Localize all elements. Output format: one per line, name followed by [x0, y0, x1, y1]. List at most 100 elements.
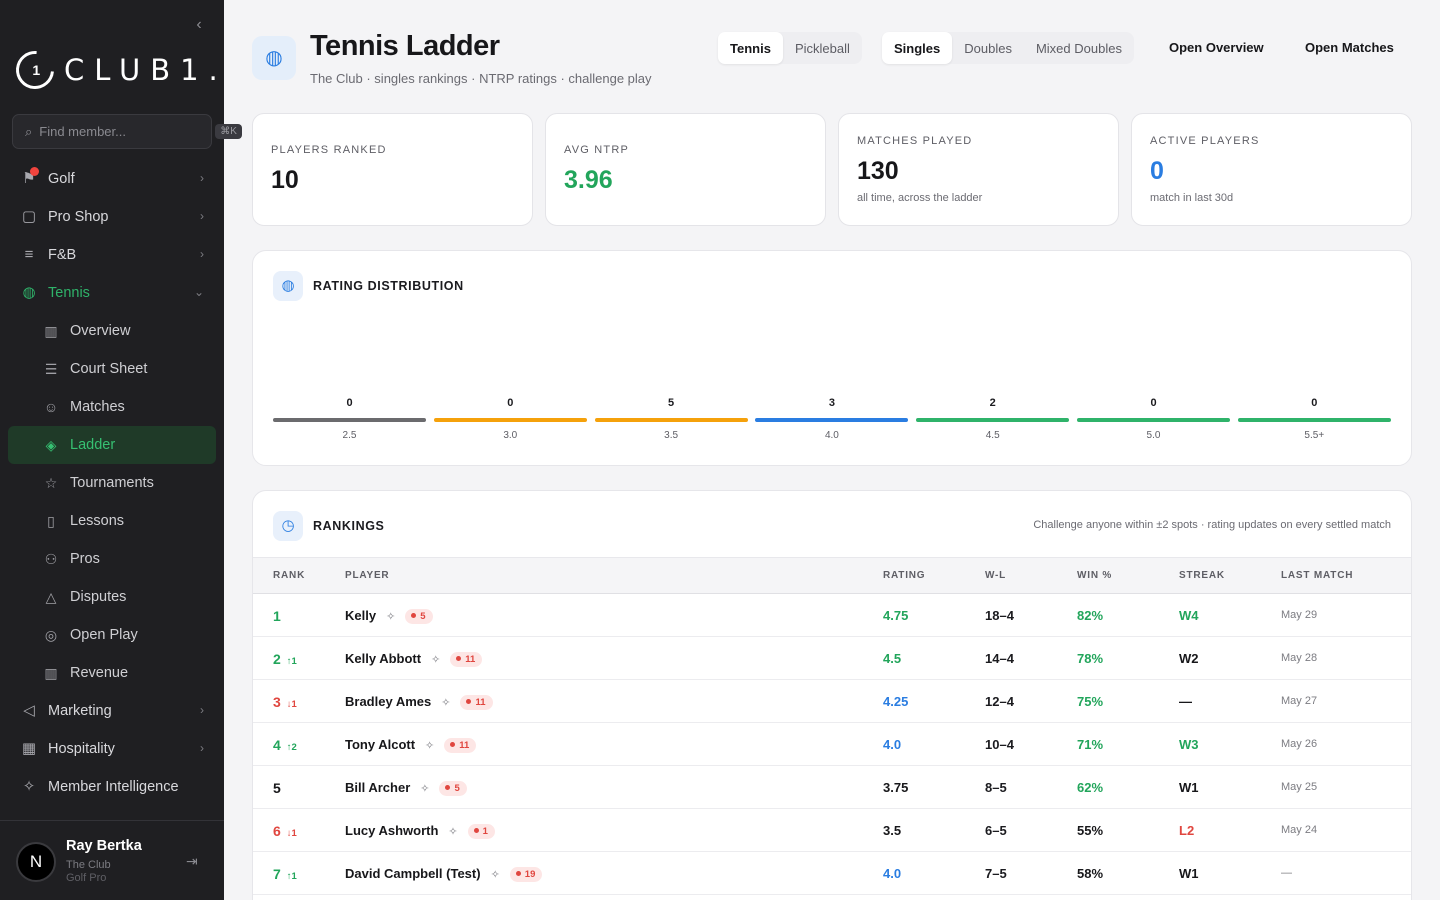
- rank-cell: 1: [273, 608, 281, 624]
- streak-cell: L2: [1179, 823, 1195, 838]
- player-name[interactable]: Bradley Ames: [345, 694, 432, 709]
- sidebar-item-matches[interactable]: ☺ Matches: [8, 388, 216, 426]
- player-cell: Bradley Ames ✧ 11: [345, 694, 493, 710]
- rank-cell: 2 ↑1: [273, 651, 297, 667]
- check-circle-icon: ◎: [44, 627, 58, 643]
- sidebar-item-lessons[interactable]: ▯ Lessons: [8, 502, 216, 540]
- sidebar-item-label: Lessons: [70, 513, 125, 529]
- sidebar-item-pro-shop[interactable]: ▢ Pro Shop ›: [8, 198, 216, 236]
- tab-tennis[interactable]: Tennis: [718, 32, 783, 64]
- badge-dot: [473, 828, 479, 833]
- rankings-note: Challenge anyone within ±2 spots · ratin…: [1033, 519, 1391, 531]
- sidebar-item-member-intelligence[interactable]: ✧ Member Intelligence: [8, 768, 216, 806]
- sidebar-item-f-b[interactable]: ≡ F&B ›: [8, 236, 216, 274]
- bin-label: 2.5: [342, 430, 357, 441]
- sidebar-item-label: Tennis: [48, 285, 90, 301]
- distribution-bin: 0 2.5: [273, 397, 426, 441]
- col-rating[interactable]: RATING: [883, 570, 926, 581]
- table-row[interactable]: 5 Bill Archer ✧ 5 3.75 8–5 62% W1 May 25: [253, 766, 1411, 809]
- bin-count: 0: [346, 397, 353, 409]
- sidebar-item-label: F&B: [48, 247, 77, 263]
- card-title: RANKINGS: [313, 519, 385, 533]
- sidebar-item-label: Member Intelligence: [48, 779, 179, 795]
- bar-chart-icon: ▥: [44, 323, 58, 339]
- col-streak[interactable]: STREAK: [1179, 570, 1225, 581]
- main-content: ◍ Tennis Ladder The Club · singles ranki…: [224, 0, 1440, 900]
- challenge-icon[interactable]: ✧: [441, 697, 451, 709]
- sidebar-item-ladder[interactable]: ◈ Ladder: [8, 426, 216, 464]
- distribution-bin: 0 3.0: [433, 397, 587, 441]
- tab-pickleball[interactable]: Pickleball: [794, 40, 850, 56]
- challenge-icon[interactable]: ✧: [448, 826, 458, 838]
- win-pct-cell: 71%: [1077, 737, 1104, 752]
- flag-icon: ⚑: [20, 167, 39, 188]
- stat-label: ACTIVE PLAYERS: [1150, 135, 1260, 147]
- sidebar-item-tournaments[interactable]: ☆ Tournaments: [8, 464, 216, 502]
- player-name[interactable]: David Campbell (Test): [345, 866, 481, 881]
- sidebar-item-court-sheet[interactable]: ☰ Court Sheet: [8, 350, 216, 388]
- col-player[interactable]: PLAYER: [345, 570, 390, 581]
- logo-mark: 1: [8, 43, 62, 97]
- rank-movement: ↑2: [286, 742, 297, 753]
- sidebar-item-label: Marketing: [48, 703, 112, 719]
- sidebar-item-overview[interactable]: ▥ Overview: [8, 312, 216, 350]
- open-overview-link[interactable]: Open Overview: [1169, 40, 1264, 55]
- table-row[interactable]: 7 ↑1 David Campbell (Test) ✧ 19 4.0 7–5 58% W1 —: [253, 852, 1411, 895]
- table-row[interactable]: 1 Kelly ✧ 5 4.75 18–4 82% W4 May 29: [253, 594, 1411, 637]
- rank-movement: ↓1: [286, 699, 297, 710]
- table-row[interactable]: 3 ↓1 Bradley Ames ✧ 11 4.25 12–4 75% — May 27: [253, 680, 1411, 723]
- player-name[interactable]: Lucy Ashworth: [345, 823, 439, 838]
- tab-doubles[interactable]: Doubles: [964, 40, 1012, 56]
- sidebar-item-revenue[interactable]: ▥ Revenue: [8, 654, 216, 692]
- player-name[interactable]: Bill Archer: [345, 780, 411, 795]
- chevron-right-icon: ›: [200, 741, 204, 755]
- rating-cell: 3.5: [883, 823, 902, 838]
- table-row[interactable]: 2 ↑1 Kelly Abbott ✧ 11 4.5 14–4 78% W2 May 28: [253, 637, 1411, 680]
- sidebar-item-label: Pros: [70, 551, 100, 567]
- shortcut-badge: ⌘K: [215, 124, 242, 139]
- challenge-icon[interactable]: ✧: [386, 611, 396, 623]
- card-title: RATING DISTRIBUTION: [313, 279, 464, 293]
- sidebar-item-pros[interactable]: ⚇ Pros: [8, 540, 216, 578]
- sidebar-item-marketing[interactable]: ◁ Marketing ›: [8, 692, 216, 730]
- tab-singles[interactable]: Singles: [882, 32, 953, 64]
- club1-logo[interactable]: 1 CLUB1.: [8, 43, 228, 97]
- badge-count: 19: [524, 869, 536, 880]
- col-last-match[interactable]: LAST MATCH: [1281, 570, 1354, 581]
- sidebar-item-disputes[interactable]: △ Disputes: [8, 578, 216, 616]
- table-row[interactable]: 6 ↓1 Lucy Ashworth ✧ 1 3.5 6–5 55% L2 May 24: [253, 809, 1411, 852]
- list-icon: ☰: [44, 361, 58, 377]
- player-badge: 11: [450, 652, 483, 667]
- player-name[interactable]: Tony Alcott: [345, 737, 416, 752]
- challenge-icon[interactable]: ✧: [490, 869, 500, 881]
- tab-mixed-doubles[interactable]: Mixed Doubles: [1035, 40, 1122, 56]
- challenge-icon[interactable]: ✧: [420, 783, 430, 795]
- avatar[interactable]: N: [16, 842, 56, 882]
- stat-label: AVG NTRP: [564, 144, 630, 156]
- player-name[interactable]: Kelly Abbott: [345, 651, 422, 666]
- sidebar-item-hospitality[interactable]: ▦ Hospitality ›: [8, 730, 216, 768]
- badge-dot: [515, 871, 521, 876]
- sidebar-item-open-play[interactable]: ◎ Open Play: [8, 616, 216, 654]
- user-bar: N Ray Bertka The Club Golf Pro ⇥: [0, 820, 224, 900]
- sidebar-item-golf[interactable]: ⚑ Golf ›: [8, 160, 216, 198]
- rank-cell: 5: [273, 780, 281, 796]
- col-rank[interactable]: RANK: [273, 570, 306, 581]
- col-win-pct[interactable]: WIN %: [1077, 570, 1113, 581]
- rank-cell: 6 ↓1: [273, 823, 297, 839]
- challenge-icon[interactable]: ✧: [425, 740, 435, 752]
- member-search-input[interactable]: [39, 124, 216, 139]
- open-matches-link[interactable]: Open Matches: [1305, 40, 1394, 55]
- streak-cell: W1: [1179, 780, 1199, 795]
- bin-bar: [755, 418, 909, 422]
- logout-icon[interactable]: ⇥: [186, 853, 198, 869]
- sidebar-item-label: Golf: [48, 171, 75, 187]
- sidebar-item-tennis[interactable]: ◍ Tennis ⌄: [8, 274, 216, 312]
- challenge-icon[interactable]: ✧: [431, 654, 441, 666]
- win-pct-cell: 62%: [1077, 780, 1104, 795]
- table-row[interactable]: 4 ↑2 Tony Alcott ✧ 11 4.0 10–4 71% W3 May 26: [253, 723, 1411, 766]
- player-name[interactable]: Kelly: [345, 608, 377, 623]
- col-wl[interactable]: W-L: [985, 570, 1007, 581]
- badge-dot: [456, 656, 462, 661]
- chevron-left-icon[interactable]: ‹: [196, 16, 202, 33]
